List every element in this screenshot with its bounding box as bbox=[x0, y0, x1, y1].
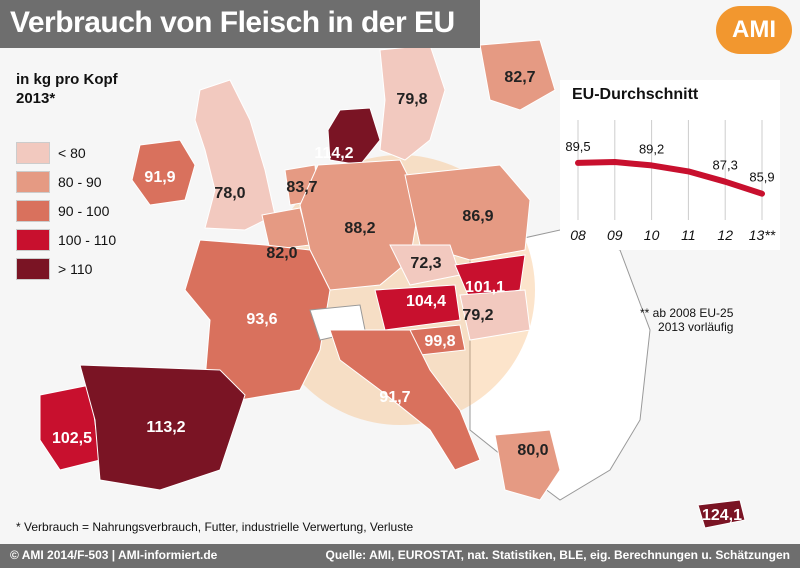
legend-label: 100 - 110 bbox=[58, 232, 117, 248]
region-italy bbox=[329, 329, 481, 471]
inset-tick-label: 10 bbox=[644, 227, 660, 243]
region-spain bbox=[79, 364, 246, 491]
region-germany bbox=[299, 159, 421, 291]
legend-label: > 110 bbox=[58, 261, 93, 277]
legend-swatch bbox=[16, 142, 50, 164]
legend-item: 90 - 100 bbox=[16, 198, 116, 224]
region-portugal bbox=[39, 384, 101, 471]
country-value-label: 102,5 bbox=[52, 430, 92, 447]
country-value-label: 86,9 bbox=[462, 208, 493, 225]
eu-average-line bbox=[575, 159, 765, 197]
country-value-label: 88,2 bbox=[344, 220, 375, 237]
unit-label-line-2: 2013* bbox=[16, 90, 56, 107]
region-france bbox=[184, 239, 331, 401]
inset-value-label: 87,3 bbox=[713, 158, 738, 173]
footnote: * Verbrauch = Nahrungsverbrauch, Futter,… bbox=[16, 520, 414, 534]
inset-note-line-1: ** ab 2008 EU-25 bbox=[640, 306, 734, 320]
inset-title: EU-Durchschnitt bbox=[572, 86, 699, 103]
region-finland bbox=[479, 39, 556, 111]
legend-item: > 110 bbox=[16, 256, 116, 282]
source-text: Quelle: AMI, EUROSTAT, nat. Statistiken,… bbox=[325, 548, 791, 562]
legend-item: 100 - 110 bbox=[16, 227, 116, 253]
inset-value-label: 89,2 bbox=[639, 141, 664, 156]
region-uk bbox=[194, 79, 276, 231]
legend: < 80 80 - 90 90 - 100 100 - 110 > 110 bbox=[16, 140, 116, 285]
title-bar bbox=[0, 0, 480, 48]
region-austria bbox=[374, 284, 461, 331]
unit-label: in kg pro Kopf 2013* bbox=[16, 70, 118, 108]
region-ireland bbox=[131, 139, 196, 206]
legend-label: 80 - 90 bbox=[58, 174, 102, 190]
inset-tick-labels: 08 09 10 11 12 13** bbox=[570, 227, 776, 243]
country-value-label: 79,2 bbox=[462, 307, 493, 324]
inset-tick-label: 09 bbox=[607, 227, 623, 243]
inset-note-line-2: 2013 vorläufig bbox=[658, 320, 734, 334]
legend-swatch bbox=[16, 171, 50, 193]
country-value-label: 124,1 bbox=[702, 507, 742, 524]
region-greece bbox=[494, 429, 561, 501]
page-title: Verbrauch von Fleisch in der EU bbox=[10, 6, 455, 39]
inset-tick-label: 08 bbox=[570, 227, 586, 243]
country-value-label: 82,0 bbox=[266, 245, 297, 262]
legend-item: 80 - 90 bbox=[16, 169, 116, 195]
inset-tick-label: 11 bbox=[681, 227, 696, 243]
inset-tick-label: 12 bbox=[717, 227, 733, 243]
country-value-label: 82,7 bbox=[504, 69, 535, 86]
country-value-label: 79,8 bbox=[396, 91, 427, 108]
country-value-label: 78,0 bbox=[214, 185, 245, 202]
region-hungary bbox=[459, 289, 531, 341]
region-cyprus bbox=[697, 499, 746, 529]
inset-value-label: 85,9 bbox=[749, 170, 774, 185]
inset-note: ** ab 2008 EU-25 2013 vorläufig bbox=[640, 306, 733, 334]
inset-value-label: 89,5 bbox=[565, 139, 590, 154]
country-value-label: 104,4 bbox=[406, 293, 446, 310]
ami-logo: AMI bbox=[716, 6, 792, 54]
country-value-label: 99,8 bbox=[424, 333, 455, 350]
country-value-label: 93,6 bbox=[246, 311, 277, 328]
legend-swatch bbox=[16, 200, 50, 222]
country-value-label: 80,0 bbox=[517, 442, 548, 459]
country-value-label: 72,3 bbox=[410, 255, 441, 272]
inset-tick-label: 13** bbox=[749, 227, 776, 243]
country-value-labels: 91,9 78,0 79,8 82,7 114,2 83,7 82,0 88,2 86,9 72,… bbox=[52, 69, 742, 524]
country-value-label: 101,1 bbox=[465, 279, 505, 296]
eu-average-chart: 89,5 89,2 87,3 85,9 08 09 10 11 12 13** bbox=[565, 120, 776, 243]
country-value-label: 83,7 bbox=[286, 179, 317, 196]
inset-value-labels: 89,5 89,2 87,3 85,9 bbox=[565, 139, 774, 185]
legend-item: < 80 bbox=[16, 140, 116, 166]
legend-swatch bbox=[16, 229, 50, 251]
footer-bar bbox=[0, 544, 800, 568]
unit-label-line-1: in kg pro Kopf bbox=[16, 71, 118, 88]
region-sweden bbox=[379, 44, 446, 161]
country-value-label: 91,7 bbox=[379, 389, 410, 406]
copyright-text: © AMI 2014/F-503 | AMI-informiert.de bbox=[10, 548, 218, 562]
legend-swatch bbox=[16, 258, 50, 280]
country-value-label: 113,2 bbox=[146, 419, 185, 436]
country-value-label: 91,9 bbox=[144, 169, 175, 186]
country-value-label: 114,2 bbox=[314, 145, 353, 162]
legend-label: 90 - 100 bbox=[58, 203, 110, 219]
legend-label: < 80 bbox=[58, 145, 86, 161]
